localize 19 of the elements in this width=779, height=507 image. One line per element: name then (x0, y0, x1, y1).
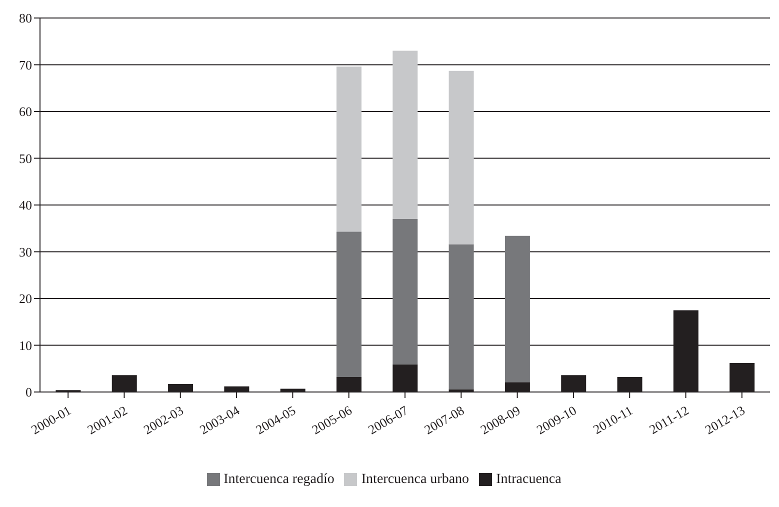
bar (448, 244, 474, 390)
bar (504, 236, 530, 382)
bar (448, 70, 474, 244)
bar (336, 232, 362, 378)
legend-label: Intercuenca regadío (224, 472, 334, 487)
y-tick-label: 0 (26, 384, 32, 400)
legend-label: Intracuenca (496, 472, 562, 487)
y-tick-label: 60 (19, 104, 32, 120)
bar (392, 50, 418, 220)
y-tick-label: 40 (19, 198, 32, 213)
legend-label: Intercuenca urbano (361, 472, 470, 487)
bar (336, 66, 362, 232)
bar (392, 219, 418, 364)
y-tick-label: 50 (19, 150, 32, 166)
y-tick-label: 30 (19, 244, 32, 260)
y-tick-label: 10 (19, 338, 32, 353)
y-tick-label: 20 (19, 291, 32, 306)
y-tick-label: 80 (19, 10, 32, 26)
y-tick-label: 70 (19, 57, 32, 72)
